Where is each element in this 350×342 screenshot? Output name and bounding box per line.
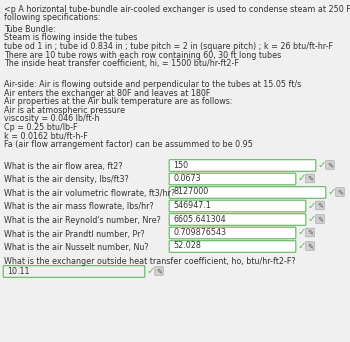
Text: Air-side: Air is flowing outside and perpendicular to the tubes at 15.05 ft/s: Air-side: Air is flowing outside and per…	[4, 80, 301, 89]
Text: Air is at atmospheric pressure: Air is at atmospheric pressure	[4, 106, 125, 115]
Text: What is the exchanger outside heat transfer coefficient, ho, btu/hr-ft2-F?: What is the exchanger outside heat trans…	[4, 256, 296, 265]
Text: following specifications:: following specifications:	[4, 13, 100, 23]
Text: k = 0.0162 btu/ft-h-F: k = 0.0162 btu/ft-h-F	[4, 131, 88, 140]
Text: Steam is flowing inside the tubes: Steam is flowing inside the tubes	[4, 34, 137, 42]
Text: 150: 150	[173, 160, 188, 170]
Text: 52.028: 52.028	[173, 241, 201, 250]
FancyBboxPatch shape	[169, 241, 296, 252]
Text: ✎: ✎	[317, 216, 323, 222]
Text: What is the air mass flowrate, lbs/hr?: What is the air mass flowrate, lbs/hr?	[4, 202, 154, 211]
Text: ✓: ✓	[297, 173, 306, 184]
Text: ✎: ✎	[307, 175, 313, 182]
Text: 6605.641304: 6605.641304	[173, 214, 226, 224]
Text: viscosity = 0.046 lb/ft-h: viscosity = 0.046 lb/ft-h	[4, 114, 99, 123]
Text: ✎: ✎	[317, 202, 323, 209]
FancyBboxPatch shape	[169, 173, 296, 185]
Text: tube od 1 in ; tube id 0.834 in ; tube pitch = 2 in (square pitch) ; k = 26 btu/: tube od 1 in ; tube id 0.834 in ; tube p…	[4, 42, 333, 51]
Text: 0.0673: 0.0673	[173, 174, 201, 183]
Text: 8127000: 8127000	[173, 187, 208, 197]
FancyBboxPatch shape	[316, 215, 324, 223]
Text: 546947.1: 546947.1	[173, 201, 211, 210]
Text: What is the air Prandtl number, Pr?: What is the air Prandtl number, Pr?	[4, 229, 145, 238]
Text: What is the air volumetric flowrate, ft3/hr?: What is the air volumetric flowrate, ft3…	[4, 189, 175, 198]
Text: ✎: ✎	[307, 229, 313, 236]
FancyBboxPatch shape	[336, 188, 344, 196]
FancyBboxPatch shape	[306, 242, 314, 250]
FancyBboxPatch shape	[169, 187, 326, 198]
FancyBboxPatch shape	[306, 228, 314, 237]
Text: 10.11: 10.11	[7, 266, 29, 276]
Text: What is the air Reynold's number, Nre?: What is the air Reynold's number, Nre?	[4, 216, 161, 225]
Text: 0.709876543: 0.709876543	[173, 228, 226, 237]
Text: ✓: ✓	[297, 241, 306, 251]
Text: ✓: ✓	[297, 227, 306, 237]
Text: Air properties at the Air bulk temperature are as follows:: Air properties at the Air bulk temperatu…	[4, 97, 232, 106]
FancyBboxPatch shape	[169, 214, 306, 225]
Text: Fa (air flow arrangement factor) can be assummed to be 0.95: Fa (air flow arrangement factor) can be …	[4, 140, 253, 149]
Text: ✓: ✓	[307, 200, 315, 210]
Text: Air enters the exchanger at 80F and leaves at 180F: Air enters the exchanger at 80F and leav…	[4, 89, 210, 98]
Text: ✓: ✓	[146, 266, 154, 276]
Text: The inside heat transfer coefficient, hi, = 1500 btu/hr-ft2-F: The inside heat transfer coefficient, hi…	[4, 59, 239, 68]
FancyBboxPatch shape	[169, 227, 296, 239]
Text: ✎: ✎	[307, 243, 313, 249]
Text: ✎: ✎	[327, 162, 333, 168]
Text: ✎: ✎	[156, 268, 162, 274]
Text: <p A horizontal tube-bundle air-cooled exchanger is used to condense steam at 25: <p A horizontal tube-bundle air-cooled e…	[4, 5, 350, 14]
Text: What is the air flow area, ft2?: What is the air flow area, ft2?	[4, 162, 122, 171]
Text: What is the air density, lbs/ft3?: What is the air density, lbs/ft3?	[4, 175, 129, 184]
FancyBboxPatch shape	[306, 174, 314, 183]
Text: Tube Bundle:: Tube Bundle:	[4, 25, 56, 34]
FancyBboxPatch shape	[169, 160, 316, 171]
FancyBboxPatch shape	[169, 200, 306, 212]
FancyBboxPatch shape	[3, 266, 145, 277]
Text: ✓: ✓	[317, 160, 326, 170]
FancyBboxPatch shape	[326, 161, 334, 169]
Text: ✎: ✎	[337, 189, 343, 195]
FancyBboxPatch shape	[155, 267, 163, 275]
Text: ✓: ✓	[307, 214, 315, 224]
Text: ✓: ✓	[327, 187, 336, 197]
Text: Cp = 0.25 btu/lb-F: Cp = 0.25 btu/lb-F	[4, 123, 77, 132]
Text: What is the air Nusselt number, Nu?: What is the air Nusselt number, Nu?	[4, 243, 149, 252]
FancyBboxPatch shape	[316, 201, 324, 210]
Text: There are 10 tube rows with each row containing 60, 30 ft long tubes: There are 10 tube rows with each row con…	[4, 51, 281, 60]
